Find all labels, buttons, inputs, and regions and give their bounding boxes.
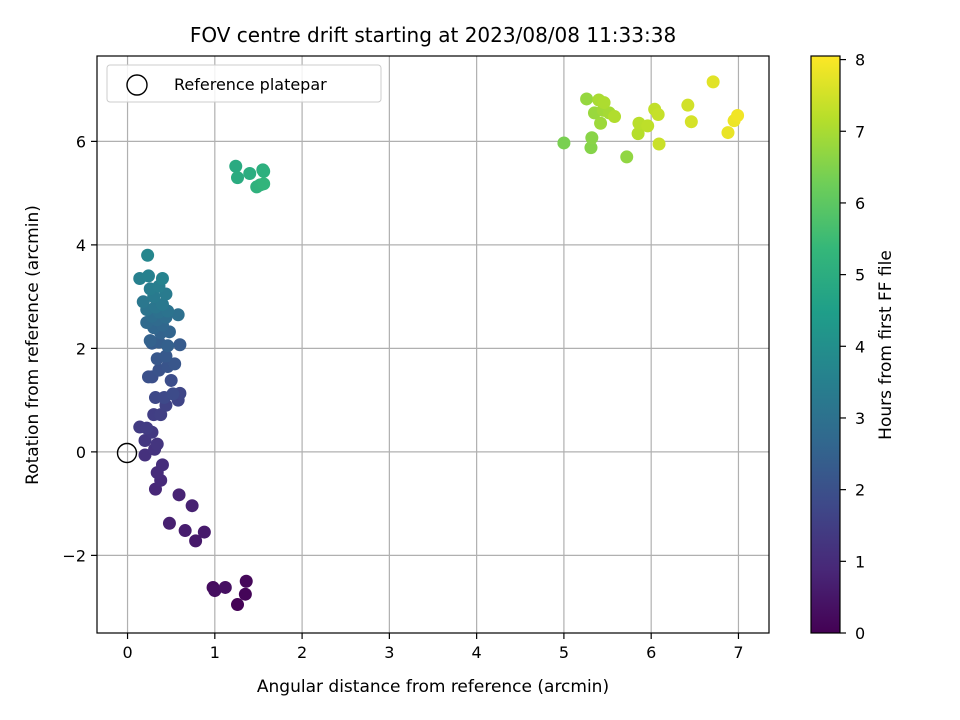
data-point	[239, 574, 253, 588]
x-tick-label: 4	[472, 643, 482, 662]
data-point	[155, 272, 169, 286]
colorbar-tick-label: 5	[855, 266, 865, 285]
legend-box	[106, 64, 382, 103]
x-tick-label: 7	[733, 643, 743, 662]
data-point	[580, 92, 594, 106]
data-point	[164, 373, 178, 387]
colorbar-ticks: 0 1 2 3 4 5 6 7 8	[840, 51, 865, 643]
data-point	[166, 387, 180, 401]
data-point	[143, 334, 157, 348]
colorbar-tick-label: 8	[855, 51, 865, 70]
x-tick-label: 6	[646, 643, 656, 662]
data-point	[608, 110, 622, 124]
plot-frame	[96, 55, 770, 634]
colorbar-tick-label: 1	[855, 552, 865, 571]
data-point	[189, 534, 203, 548]
data-point	[257, 164, 271, 178]
y-axis-ticks: −2 0 2 4 6	[62, 132, 97, 565]
y-tick-label: 4	[76, 236, 86, 255]
data-point	[257, 177, 271, 191]
data-point	[641, 119, 655, 133]
colorbar-tick-label: 7	[855, 122, 865, 141]
data-point	[238, 587, 252, 601]
colorbar	[810, 55, 841, 634]
data-point	[172, 488, 186, 502]
x-tick-label: 1	[210, 643, 220, 662]
data-point	[159, 349, 173, 363]
data-point	[721, 126, 735, 140]
chart-title: FOV centre drift starting at 2023/08/08 …	[190, 23, 676, 47]
data-point	[557, 136, 571, 150]
data-point	[140, 421, 154, 435]
data-point	[150, 437, 164, 451]
data-point	[141, 269, 155, 283]
y-tick-label: 0	[76, 443, 86, 462]
data-point	[229, 159, 243, 173]
data-point	[681, 98, 695, 112]
legend-label: Reference platepar	[174, 75, 327, 94]
y-tick-label: 2	[76, 339, 86, 358]
x-axis-ticks: 0 1 2 3 4 5 6 7	[122, 633, 744, 662]
data-point	[168, 357, 182, 371]
x-tick-label: 2	[297, 643, 307, 662]
legend-reference-marker	[126, 74, 148, 96]
y-axis-label: Rotation from reference (arcmin)	[23, 205, 43, 485]
data-point	[231, 171, 245, 185]
data-point	[155, 458, 169, 472]
data-point	[136, 295, 150, 309]
data-point	[155, 297, 169, 311]
colorbar-tick-label: 3	[855, 409, 865, 428]
data-point	[208, 584, 222, 598]
data-point	[141, 248, 155, 262]
data-point	[652, 137, 666, 151]
colorbar-tick-label: 2	[855, 481, 865, 500]
x-axis-label: Angular distance from reference (arcmin)	[257, 677, 609, 697]
data-point	[197, 525, 211, 539]
x-tick-label: 3	[384, 643, 394, 662]
data-point	[594, 116, 608, 130]
data-point	[161, 339, 175, 353]
data-point	[178, 524, 192, 538]
colorbar-tick-label: 6	[855, 194, 865, 213]
colorbar-label: Hours from first FF file	[876, 250, 896, 440]
data-point	[231, 598, 245, 612]
data-points	[133, 75, 745, 612]
data-point	[651, 107, 665, 121]
y-tick-label: −2	[62, 546, 86, 565]
colorbar-tick-label: 4	[855, 337, 865, 356]
y-tick-label: 6	[76, 132, 86, 151]
data-point	[597, 96, 611, 110]
data-point	[243, 166, 257, 180]
data-point	[218, 580, 232, 594]
x-tick-label: 5	[559, 643, 569, 662]
data-point	[173, 338, 187, 352]
x-tick-label: 0	[122, 643, 132, 662]
data-point	[631, 127, 645, 141]
data-point	[185, 499, 199, 513]
data-point	[585, 131, 599, 145]
data-point	[138, 448, 152, 462]
data-point	[620, 150, 634, 164]
data-point	[141, 370, 155, 384]
data-point	[584, 141, 598, 155]
data-point	[706, 75, 720, 89]
data-point	[684, 115, 698, 129]
data-point	[162, 516, 176, 530]
reference-marker	[116, 442, 138, 464]
legend: Reference platepar	[106, 64, 382, 103]
data-point	[171, 308, 185, 322]
data-point	[731, 109, 745, 123]
colorbar-tick-label: 0	[855, 624, 865, 643]
